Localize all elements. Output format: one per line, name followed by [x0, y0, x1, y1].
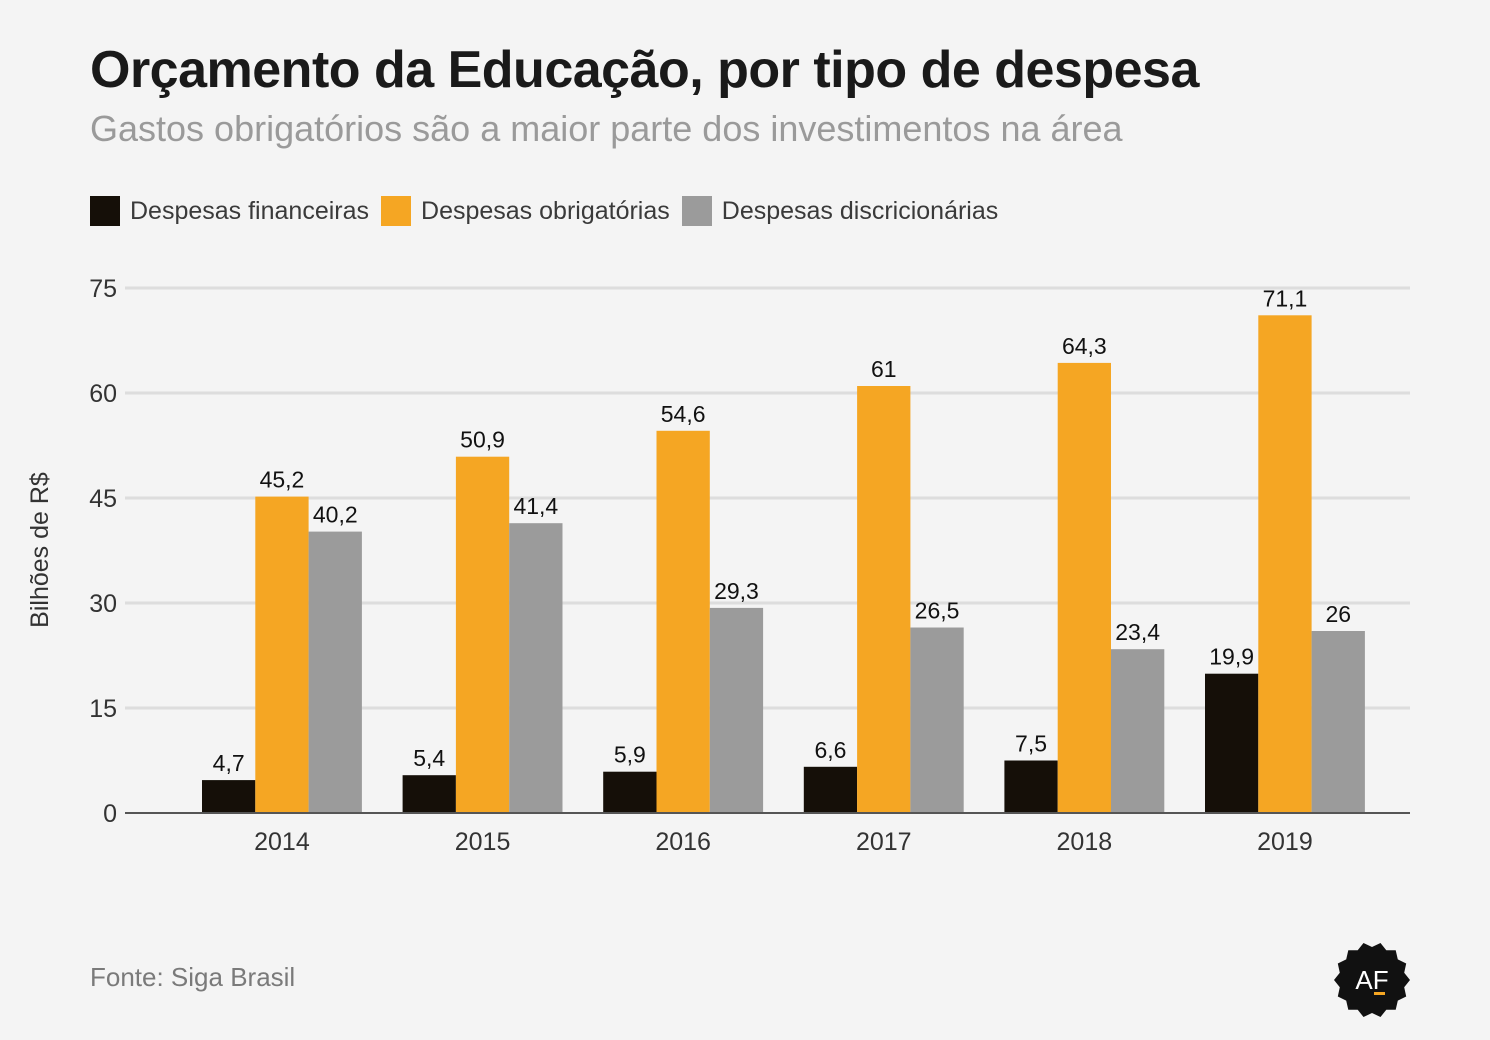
data-label: 41,4: [513, 493, 558, 519]
chart-title: Orçamento da Educação, por tipo de despe…: [90, 41, 1199, 99]
bar-obrigatorias: [656, 430, 710, 813]
data-label: 19,9: [1209, 644, 1254, 670]
bar-discricionarias: [1311, 631, 1365, 813]
data-label: 23,4: [1115, 619, 1160, 645]
x-tick-label: 2018: [1057, 828, 1113, 856]
bar-financeiras: [1004, 760, 1058, 813]
data-label: 54,6: [661, 401, 706, 427]
bar-financeiras: [202, 780, 256, 813]
bar-financeiras: [803, 766, 858, 813]
x-tick-label: 2016: [655, 828, 711, 856]
y-tick-label: 75: [89, 275, 117, 303]
source-note: Fonte: Siga Brasil: [90, 962, 296, 992]
legend-item-financeiras: Despesas financeiras: [90, 196, 369, 226]
bar-financeiras: [1205, 673, 1259, 813]
logo-text: AF: [1355, 965, 1388, 995]
legend-label-obrigatorias: Despesas obrigatórias: [421, 196, 670, 225]
data-label: 4,7: [213, 750, 245, 776]
legend-label-discricionarias: Despesas discricionárias: [721, 196, 999, 225]
y-tick-label: 30: [89, 590, 117, 618]
legend-item-obrigatorias: Despesas obrigatórias: [381, 196, 670, 226]
x-tick-label: 2017: [856, 828, 912, 856]
y-axis-label: Bilhões de R$: [26, 472, 54, 628]
bar-discricionarias: [1111, 649, 1165, 813]
bar-discricionarias: [910, 627, 964, 813]
legend-item-discricionarias: Despesas discricionárias: [681, 196, 999, 226]
bar-obrigatorias: [1258, 315, 1312, 813]
legend-swatch-discricionarias: [681, 196, 712, 226]
y-tick-label: 15: [89, 695, 117, 723]
data-label: 50,9: [460, 427, 505, 453]
bar-obrigatorias: [857, 386, 911, 813]
legend-label-financeiras: Despesas financeiras: [130, 196, 370, 225]
x-tick-label: 2015: [455, 828, 511, 856]
bar-obrigatorias: [455, 456, 510, 813]
data-label: 71,1: [1263, 285, 1308, 311]
data-label: 61: [871, 356, 897, 382]
legend-swatch-financeiras: [90, 196, 120, 226]
bar-financeiras: [402, 775, 456, 813]
data-label: 29,3: [714, 578, 759, 604]
bar-discricionarias: [709, 607, 764, 813]
data-label: 64,3: [1062, 333, 1107, 359]
data-label: 40,2: [313, 502, 358, 528]
data-label: 7,5: [1015, 731, 1047, 757]
bar-obrigatorias: [255, 496, 309, 813]
y-tick-label: 60: [89, 380, 117, 408]
x-tick-label: 2014: [254, 828, 310, 856]
data-label: 26,5: [915, 598, 960, 624]
bar-obrigatorias: [1057, 362, 1111, 813]
bar-discricionarias: [308, 531, 362, 813]
data-label: 45,2: [260, 467, 305, 493]
y-tick-label: 45: [89, 485, 117, 513]
legend: Despesas financeiras Despesas obrigatóri…: [90, 196, 998, 226]
bar-discricionarias: [509, 523, 563, 813]
data-label: 26: [1325, 601, 1351, 627]
x-tick-label: 2019: [1257, 828, 1313, 856]
bar-financeiras: [603, 771, 657, 813]
af-logo: AF: [1334, 943, 1410, 1017]
logo-accent: [1374, 992, 1385, 995]
chart-subtitle: Gastos obrigatórios são a maior parte do…: [90, 108, 1123, 149]
data-label: 6,6: [814, 737, 846, 763]
data-label: 5,4: [413, 745, 445, 771]
y-tick-label: 0: [103, 800, 117, 828]
legend-swatch-obrigatorias: [381, 196, 412, 226]
logo-badge: [1334, 943, 1410, 1017]
data-label: 5,9: [614, 742, 646, 768]
